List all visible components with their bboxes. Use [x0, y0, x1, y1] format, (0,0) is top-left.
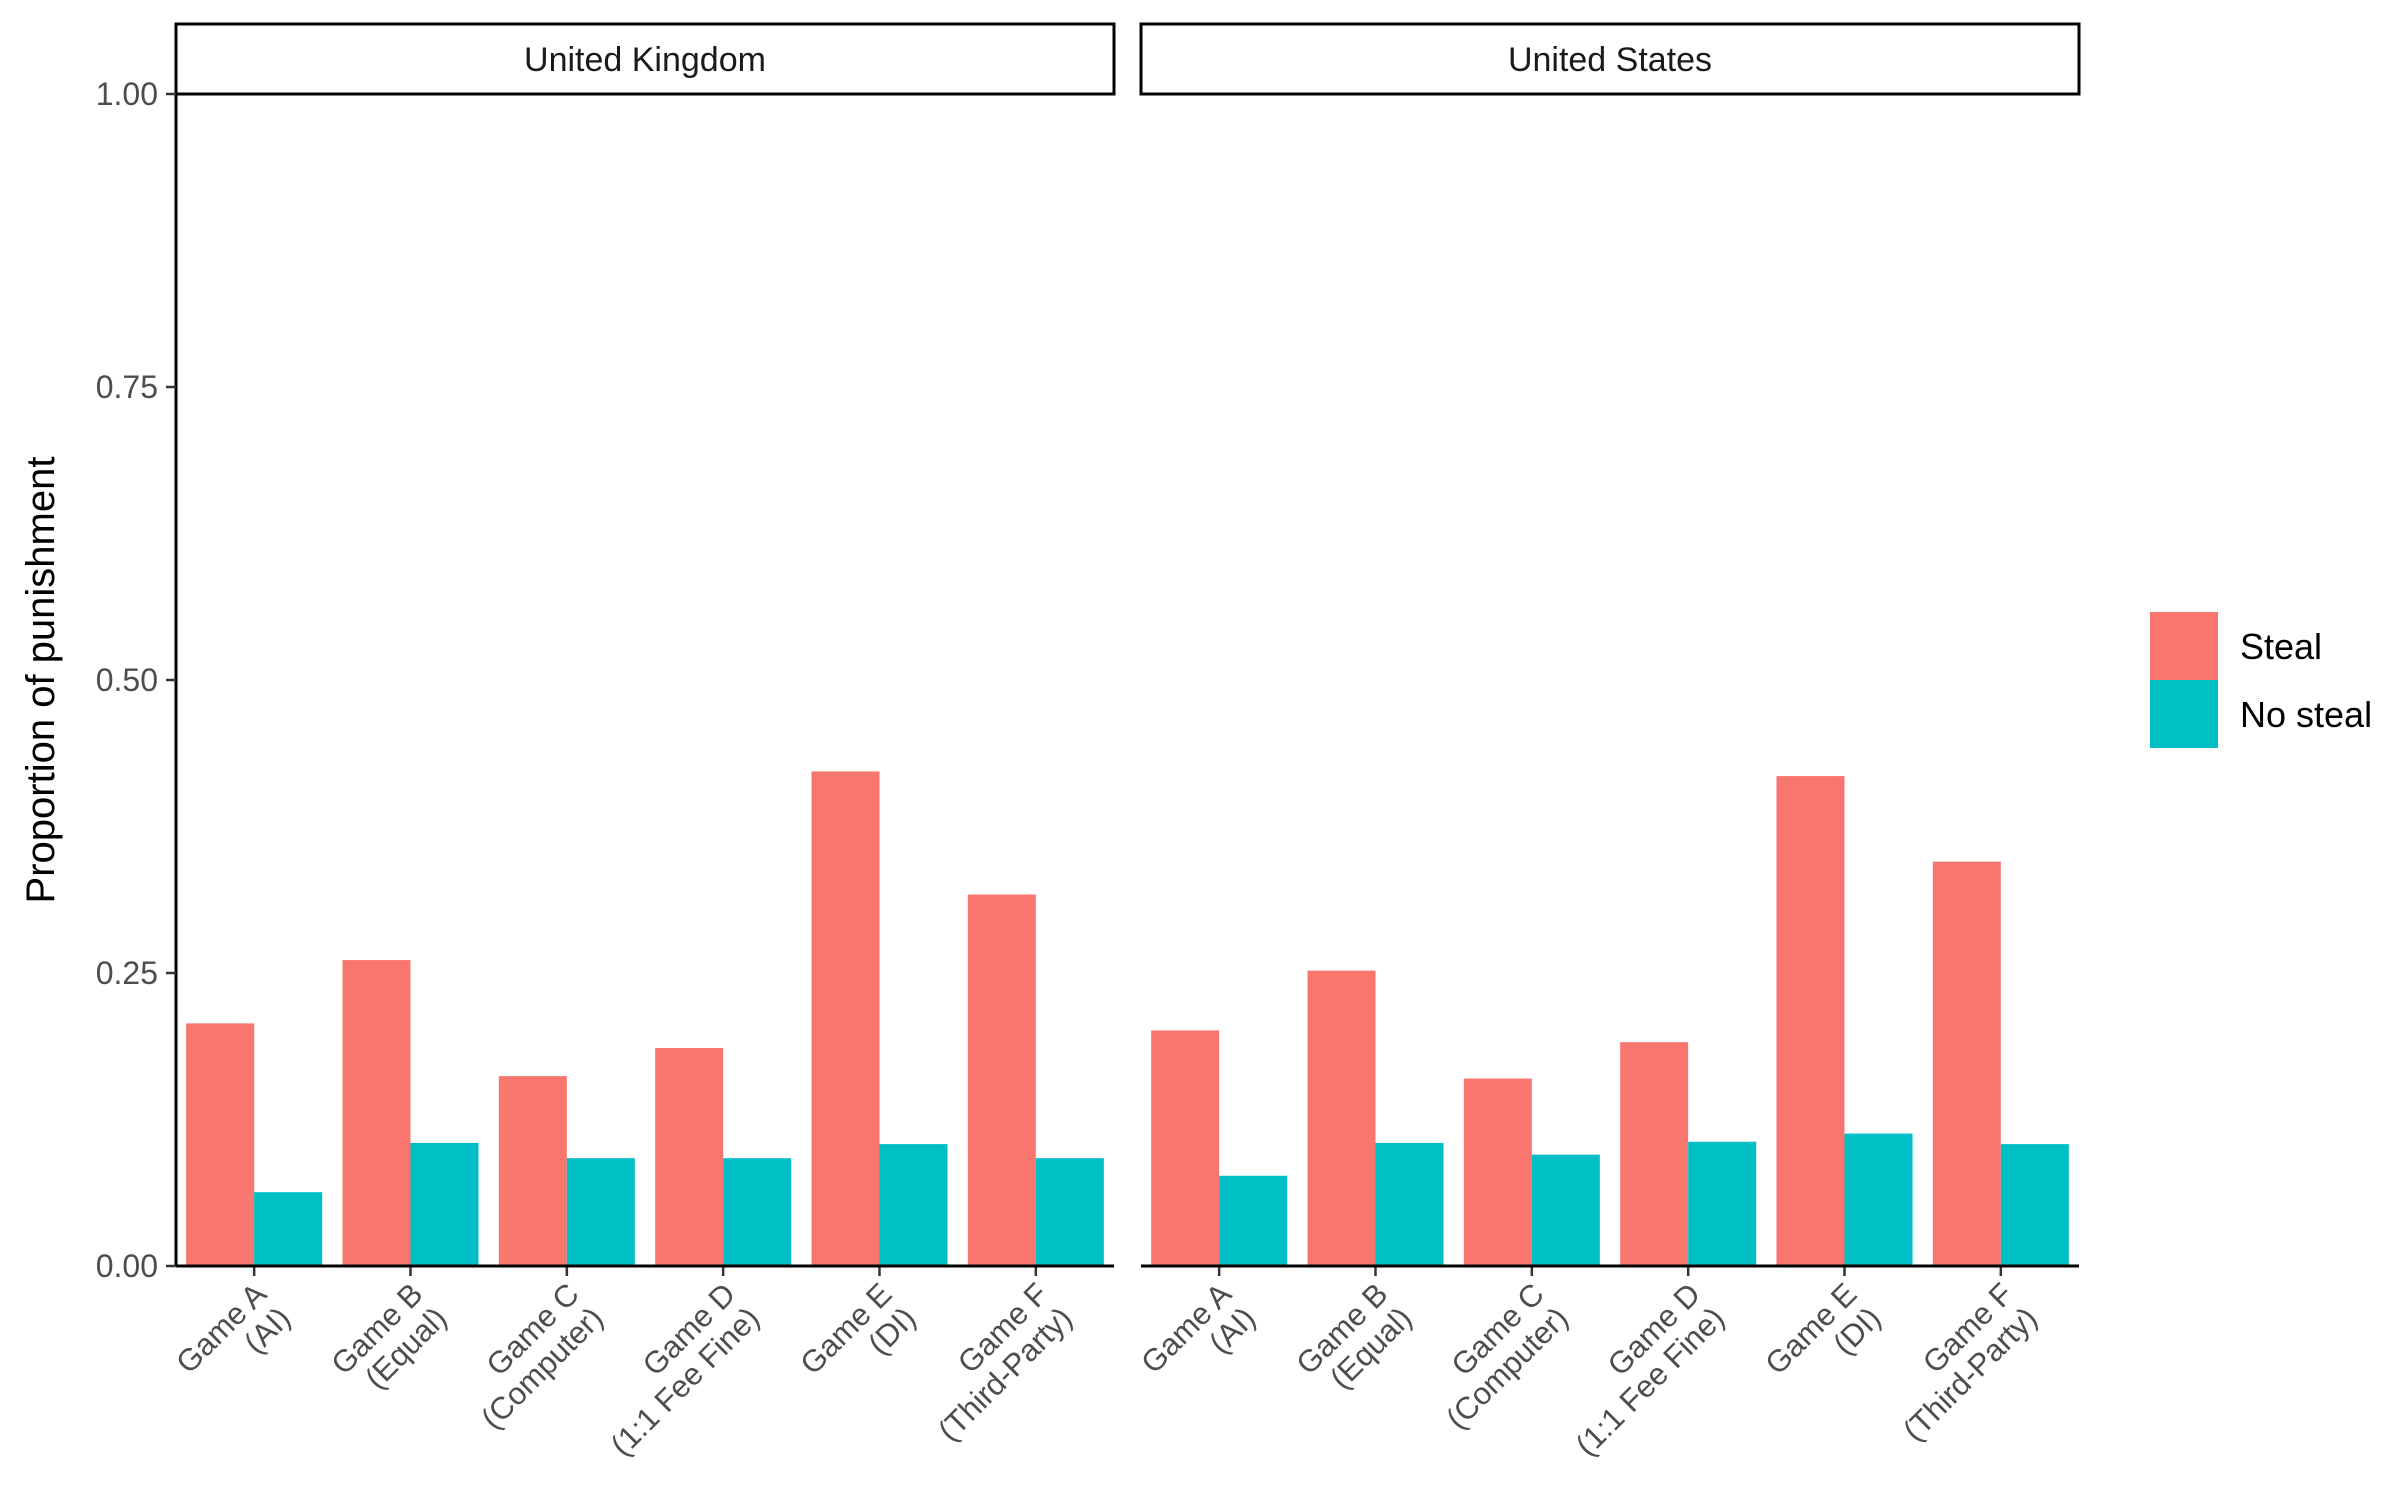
y-tick-label: 0.25	[96, 955, 158, 991]
facet-strip	[1139, 22, 2081, 96]
y-tick-label: 1.00	[96, 76, 158, 112]
x-tick-label: Game D(1:1 Fee Fine)	[1545, 1276, 1731, 1462]
bar-steal	[1776, 776, 1845, 1266]
bar-steal	[1307, 970, 1376, 1266]
bar-no-steal	[723, 1158, 792, 1266]
x-tick-label: Game B(Equal)	[1289, 1276, 1418, 1405]
facet-strip-label: United Kingdom	[524, 41, 766, 79]
x-tick-label: Game C(Computer)	[1415, 1276, 1575, 1436]
bar-no-steal	[1688, 1141, 1757, 1266]
bar-steal	[186, 1023, 255, 1266]
legend: Steal No steal	[2150, 612, 2372, 748]
y-tick-label: 0.50	[96, 662, 158, 698]
bar-steal	[1932, 861, 2001, 1266]
bar-no-steal	[2000, 1144, 2069, 1266]
bar-steal	[655, 1048, 724, 1266]
bar-no-steal	[1035, 1158, 1104, 1266]
bar-steal	[967, 894, 1036, 1266]
bar-steal	[342, 960, 411, 1266]
legend-key-steal	[2150, 612, 2218, 680]
bar-no-steal	[1531, 1154, 1600, 1266]
x-tick-label: Game E(DI)	[1758, 1276, 1887, 1405]
x-tick-label: Game B(Equal)	[324, 1276, 453, 1405]
bar-steal	[1151, 1030, 1220, 1266]
bar-no-steal	[1219, 1175, 1288, 1266]
x-tick-label: Game C(Computer)	[450, 1276, 610, 1436]
bar-no-steal	[1844, 1133, 1913, 1266]
bar-steal	[498, 1076, 567, 1266]
y-tick-label: 0.75	[96, 369, 158, 405]
x-tick-label: Game F(Third-Party)	[907, 1276, 1079, 1448]
bar-steal	[1620, 1042, 1689, 1266]
x-tick-label: Game A(AI)	[1134, 1276, 1262, 1404]
bar-no-steal	[1375, 1142, 1444, 1266]
bars	[186, 771, 1104, 1266]
facet-strip	[174, 22, 1116, 96]
legend-label: No steal	[2240, 694, 2372, 735]
y-axis: 0.00 0.25 0.50 0.75 1.00	[96, 76, 178, 1284]
y-axis-title: Proportion of punishment	[19, 457, 63, 904]
x-tick-label: Game F(Third-Party)	[1872, 1276, 2044, 1448]
bar-no-steal	[566, 1158, 635, 1266]
bar-no-steal	[410, 1142, 479, 1266]
x-tick-label: Game E(DI)	[793, 1276, 922, 1405]
y-tick-label: 0.00	[96, 1248, 158, 1284]
bar-steal	[811, 771, 880, 1266]
legend-key-no-steal	[2150, 680, 2218, 748]
bar-steal	[1463, 1078, 1532, 1266]
bar-no-steal	[254, 1192, 323, 1266]
x-tick-label: Game A(AI)	[169, 1276, 297, 1404]
legend-label: Steal	[2240, 626, 2322, 667]
bars	[1151, 776, 2069, 1266]
bar-no-steal	[879, 1144, 948, 1266]
x-tick-label: Game D(1:1 Fee Fine)	[580, 1276, 766, 1462]
facet-strip-label: United States	[1508, 41, 1712, 79]
